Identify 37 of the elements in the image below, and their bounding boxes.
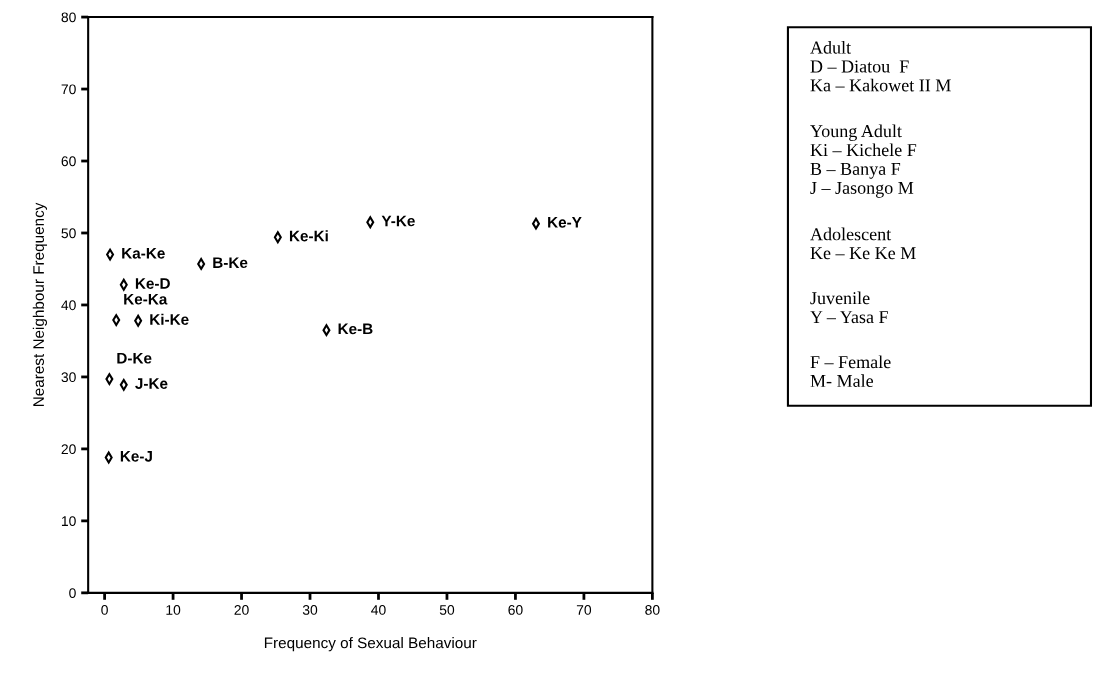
annotation: J-Ke: [135, 378, 168, 389]
text: F – Female M- Male: [810, 355, 891, 388]
y-tick-label: 40: [61, 300, 76, 311]
text: Young Adult Ki – Kichele F B – Banya F J – Jasongo M: [810, 124, 917, 198]
y-tick-label: 50: [61, 228, 76, 239]
x-tick-label: 20: [234, 605, 249, 615]
annotation: Ke-J: [120, 450, 152, 462]
y-tick-label: 80: [61, 12, 76, 23]
y-tick-label: 30: [61, 372, 76, 383]
annotation: Y-Ke: [381, 215, 415, 227]
x-tick-label: 50: [439, 605, 455, 615]
annotation: B-Ke: [213, 257, 248, 269]
annotation: Ke-Ka: [124, 293, 168, 305]
text: Adolescent Ke – Ke Ke M: [810, 227, 916, 260]
x-tick-label: 10: [166, 605, 181, 615]
y-tick-label: 60: [61, 156, 76, 167]
y-tick-label: 10: [61, 516, 76, 527]
x-tick-label: 30: [302, 605, 318, 615]
annotation: Ke-Ki: [289, 230, 328, 242]
x-tick-label: 0: [101, 605, 108, 615]
text: Juvenile Y – Yasa F: [810, 291, 888, 324]
annotation: D-Ke: [117, 352, 152, 364]
x-tick-label: 70: [576, 605, 592, 615]
y-axis-title: Nearest Neighbour Frequency: [32, 202, 48, 407]
y-tick-label: 20: [61, 444, 76, 455]
annotation: Ke-B: [338, 323, 373, 335]
text: Adult D – Diatou F Ka – Kakowet II M: [810, 40, 951, 92]
y-tick-label: 70: [61, 84, 76, 95]
x-tick-label: 60: [508, 605, 523, 615]
annotation: Ka-Ke: [122, 248, 165, 259]
x-tick-label: 40: [371, 605, 386, 615]
annotation: Ke-Y: [548, 217, 582, 228]
x-axis-title: Frequency of Sexual Behaviour: [264, 637, 477, 652]
y-tick-label: 0: [69, 588, 76, 599]
x-tick-label: 80: [645, 605, 660, 615]
annotation: Ke-D: [135, 278, 170, 289]
annotation: Ki-Ke: [150, 313, 189, 325]
